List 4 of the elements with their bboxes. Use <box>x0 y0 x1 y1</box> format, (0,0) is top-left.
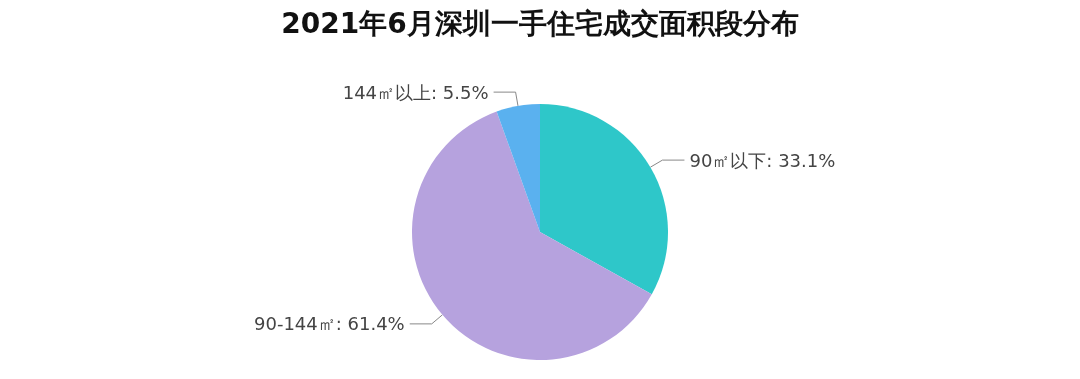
chart-title: 2021年6月深圳一手住宅成交面积段分布 <box>281 6 799 40</box>
slice-label: 90-144㎡: 61.4% <box>254 313 405 335</box>
slice-label: 144㎡以上: 5.5% <box>342 81 489 103</box>
slice-label: 90㎡以下: 33.1% <box>689 149 836 171</box>
